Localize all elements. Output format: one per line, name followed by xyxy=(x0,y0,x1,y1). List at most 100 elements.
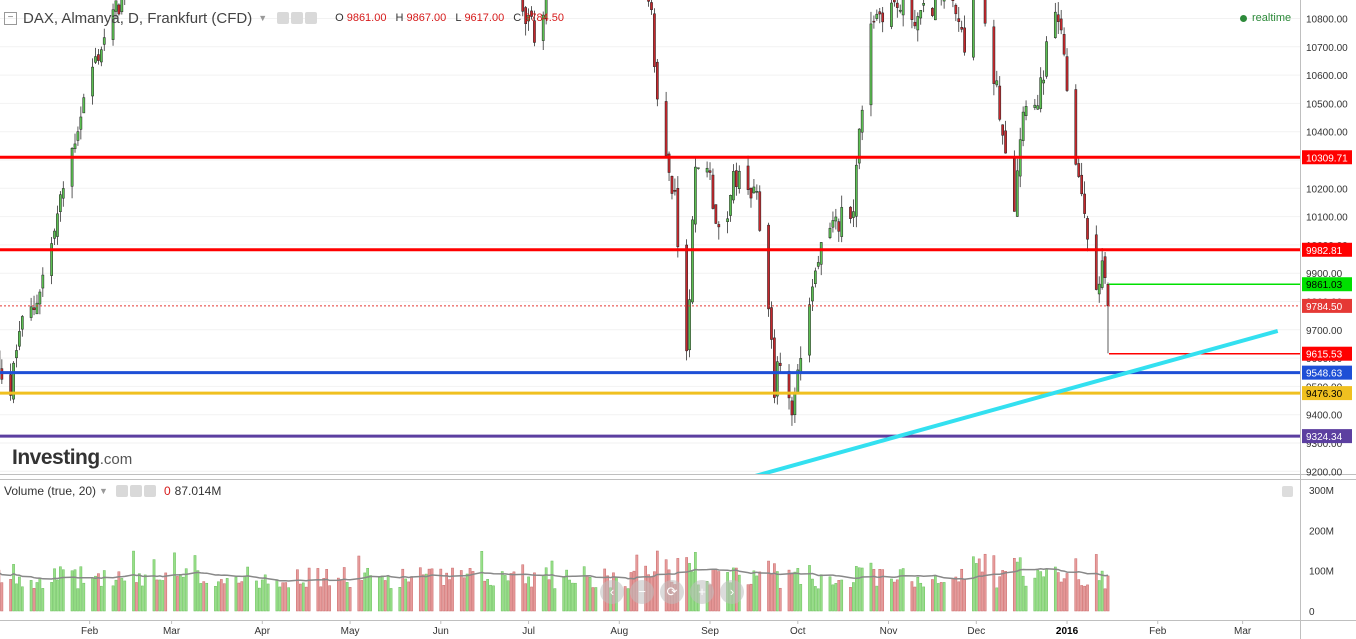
candle xyxy=(878,7,882,24)
candle xyxy=(12,361,15,404)
volume-pane-expand-icon[interactable] xyxy=(1282,486,1293,497)
candle-body xyxy=(1080,174,1084,195)
volume-eye-icon[interactable] xyxy=(115,485,128,497)
candle-body xyxy=(1053,11,1057,38)
candle xyxy=(913,9,917,29)
volume-bar xyxy=(94,575,97,612)
volume-bar xyxy=(1100,570,1104,612)
candle xyxy=(951,0,955,8)
candle xyxy=(869,11,873,117)
candle xyxy=(1001,124,1004,145)
zoom-out-button[interactable]: − xyxy=(630,580,654,604)
candle xyxy=(831,211,835,233)
volume-settings-icon[interactable] xyxy=(129,485,142,497)
candle xyxy=(819,242,823,276)
volume-bar xyxy=(298,583,302,612)
candle xyxy=(717,221,721,240)
candle-body xyxy=(729,195,732,216)
candle-body xyxy=(775,361,779,397)
volume-bar xyxy=(775,571,779,612)
volume-title[interactable]: Volume (true, 20) xyxy=(4,484,97,498)
volume-bar xyxy=(114,579,118,612)
reset-button[interactable]: ⟳ xyxy=(660,580,684,604)
volume-bar xyxy=(301,582,305,612)
volume-bar xyxy=(281,582,285,612)
level-label-bg xyxy=(1302,429,1352,444)
realtime-indicator: realtime xyxy=(1240,12,1291,24)
level-label: 9982.81 xyxy=(1306,246,1343,257)
candle xyxy=(41,267,45,297)
scroll-right-button[interactable]: › xyxy=(720,580,744,604)
candle-body xyxy=(954,4,958,15)
candle-body xyxy=(732,171,735,201)
candle xyxy=(755,184,759,200)
close-icon[interactable] xyxy=(305,12,318,24)
candle-body xyxy=(752,186,756,194)
volume-bar xyxy=(972,556,975,612)
candle-body xyxy=(714,204,718,224)
logo-brand: Investing xyxy=(12,446,100,469)
candle-body xyxy=(746,165,750,190)
time-tick-label: Sep xyxy=(701,626,719,637)
candle-body xyxy=(755,191,759,193)
volume-bar xyxy=(1053,566,1057,612)
candle-body xyxy=(1106,283,1110,307)
volume-bar xyxy=(410,576,413,612)
volume-bar xyxy=(890,578,893,612)
candle xyxy=(1083,181,1086,219)
volume-bar xyxy=(284,582,288,612)
volume-bar xyxy=(869,562,873,612)
candle-body xyxy=(114,0,118,12)
volume-tick-label: 0 xyxy=(1309,607,1315,618)
candle xyxy=(50,237,53,285)
symbol-title[interactable]: DAX, Almanya, D, Frankfurt (CFD) xyxy=(23,9,253,27)
volume-bar xyxy=(852,582,855,612)
candle xyxy=(1056,2,1060,35)
volume-bar xyxy=(50,582,53,612)
candle xyxy=(9,363,12,401)
candle-body xyxy=(893,0,896,3)
price-tick-label: 9400.00 xyxy=(1306,411,1343,422)
candle xyxy=(676,176,680,258)
volume-close-icon[interactable] xyxy=(143,485,156,497)
volume-bar xyxy=(304,586,308,612)
scroll-left-button[interactable]: ‹ xyxy=(600,580,624,604)
candle xyxy=(524,6,528,36)
candle-body xyxy=(655,61,659,100)
trendline[interactable] xyxy=(736,329,1279,481)
candle-body xyxy=(857,128,861,164)
volume-chevron-down-icon[interactable]: ▼ xyxy=(99,486,108,496)
chevron-down-icon[interactable]: ▼ xyxy=(258,13,268,23)
collapse-icon[interactable]: − xyxy=(4,11,17,25)
time-tick-label: Nov xyxy=(880,626,898,637)
volume-bar xyxy=(1103,588,1107,612)
zoom-in-button[interactable]: + xyxy=(690,580,714,604)
candle xyxy=(1074,84,1078,166)
candle-body xyxy=(1062,34,1066,55)
volume-tick-label: 100M xyxy=(1309,567,1334,578)
eye-icon[interactable] xyxy=(277,12,290,24)
candle-body xyxy=(998,85,1002,120)
candle-body xyxy=(931,7,934,16)
price-tick-label: 9200.00 xyxy=(1306,467,1343,478)
volume-bar xyxy=(465,573,469,612)
volume-bar xyxy=(176,576,179,612)
candle xyxy=(1004,120,1007,154)
candle xyxy=(530,6,533,20)
volume-bar xyxy=(752,570,756,612)
candle xyxy=(726,211,729,234)
volume-bar xyxy=(811,578,814,612)
time-tick-label: Mar xyxy=(163,626,181,637)
volume-bar xyxy=(246,566,250,612)
volume-bar xyxy=(1059,581,1063,612)
candle-body xyxy=(1059,18,1063,31)
volume-bar xyxy=(173,552,176,612)
ohlc-high-value: 9867.00 xyxy=(406,12,447,24)
volume-bar xyxy=(316,568,320,612)
volume-bar xyxy=(152,559,156,612)
volume-bar xyxy=(527,576,530,612)
volume-bar xyxy=(448,579,451,612)
volume-bar xyxy=(258,587,261,612)
settings-icon[interactable] xyxy=(291,12,304,24)
